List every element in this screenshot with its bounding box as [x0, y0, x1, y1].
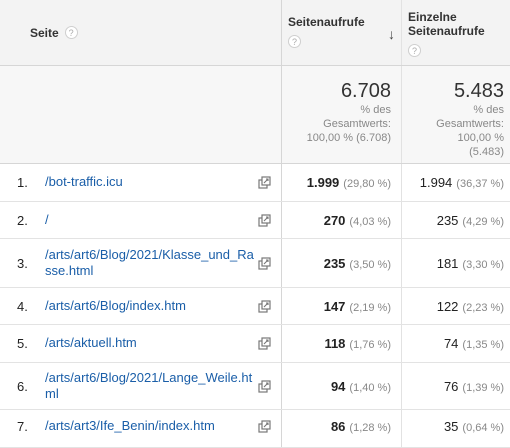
pageviews-value: 235	[324, 256, 346, 271]
totals-row: 6.708 % des Gesamtwerts: 100,00 % (6.708…	[0, 66, 510, 164]
unique-value: 74	[444, 336, 458, 351]
unique-cell: 1.994(36,37 %)	[402, 164, 510, 202]
pageviews-pct: (4,03 %)	[349, 216, 391, 228]
pageviews-cell: 235(3,50 %)	[282, 239, 402, 288]
total-unique-value: 5.483	[402, 80, 504, 102]
open-in-new-window-icon[interactable]	[258, 257, 271, 270]
help-icon[interactable]: ?	[408, 44, 421, 57]
column-header-page[interactable]: Seite ?	[0, 0, 282, 66]
total-pageviews-pct-line3: 100,00 % (6.708)	[282, 132, 391, 144]
page-cell: 3. /arts/art6/Blog/2021/Klasse_und_Rasse…	[0, 239, 282, 288]
total-pageviews-value: 6.708	[282, 80, 391, 102]
total-unique-pct-line4: (5.483)	[402, 146, 504, 158]
table-header: Seite ? Seitenaufrufe ? ↓ Einzelne Seite…	[0, 0, 510, 66]
column-header-unique-pageviews[interactable]: Einzelne Seitenaufrufe ?	[402, 0, 510, 66]
unique-value: 76	[444, 379, 458, 394]
open-in-new-window-icon[interactable]	[258, 176, 271, 189]
pageviews-pct: (2,19 %)	[349, 302, 391, 314]
table-row: 3. /arts/art6/Blog/2021/Klasse_und_Rasse…	[0, 239, 510, 288]
pageviews-pct: (29,80 %)	[343, 178, 391, 190]
column-header-page-label: Seite	[30, 26, 59, 40]
pageviews-value: 86	[331, 419, 345, 434]
table-row: 4. /arts/art6/Blog/index.htm 147(2,19 %)…	[0, 288, 510, 325]
unique-pct: (36,37 %)	[456, 178, 504, 190]
pageviews-value: 147	[324, 299, 346, 314]
row-number: 2.	[17, 213, 28, 228]
unique-pct: (1,39 %)	[462, 382, 504, 394]
row-number: 5.	[17, 336, 28, 351]
pageviews-cell: 118 (1,76 %)	[282, 325, 402, 363]
row-number: 3.	[17, 256, 28, 271]
total-pageviews-pct-line2: Gesamtwerts:	[282, 118, 391, 130]
help-icon[interactable]: ?	[288, 35, 301, 48]
total-pageviews-pct-line1: % des	[282, 104, 391, 116]
pageviews-pct: (1,76 %)	[349, 339, 391, 351]
column-header-unique-label-line2: Seitenaufrufe	[408, 24, 508, 38]
unique-cell: 181(3,30 %)	[402, 239, 510, 288]
table-row: 1. /bot-traffic.icu 1.999(29,80 %) 1.994…	[0, 164, 510, 202]
page-cell: 6. /arts/art6/Blog/2021/Lange_Weile.html	[0, 363, 282, 410]
unique-cell: 74 (1,35 %)	[402, 325, 510, 363]
unique-cell: 122(2,23 %)	[402, 288, 510, 325]
table-row: 6. /arts/art6/Blog/2021/Lange_Weile.html…	[0, 363, 510, 410]
row-number: 6.	[17, 379, 28, 394]
pageviews-pct: (3,50 %)	[349, 259, 391, 271]
column-header-unique-label-line1: Einzelne	[408, 10, 508, 24]
open-in-new-window-icon[interactable]	[258, 214, 271, 227]
page-link[interactable]: /arts/art6/Blog/index.htm	[45, 298, 257, 314]
pageviews-value: 270	[324, 213, 346, 228]
page-link[interactable]: /bot-traffic.icu	[45, 174, 257, 190]
unique-value: 122	[437, 299, 459, 314]
row-number: 1.	[17, 175, 28, 190]
unique-pct: (3,30 %)	[462, 259, 504, 271]
pageviews-cell: 270(4,03 %)	[282, 202, 402, 239]
totals-pageviews: 6.708 % des Gesamtwerts: 100,00 % (6.708…	[282, 66, 402, 164]
pageviews-value: 1.999	[307, 175, 340, 190]
row-number: 7.	[17, 419, 28, 434]
open-in-new-window-icon[interactable]	[258, 380, 271, 393]
pageviews-cell: 147(2,19 %)	[282, 288, 402, 325]
page-cell: 1. /bot-traffic.icu	[0, 164, 282, 202]
unique-pct: (2,23 %)	[462, 302, 504, 314]
pageviews-value: 118	[324, 336, 345, 351]
page-cell: 2. /	[0, 202, 282, 239]
total-unique-pct-line2: Gesamtwerts:	[402, 118, 504, 130]
page-cell: 5. /arts/aktuell.htm	[0, 325, 282, 363]
open-in-new-window-icon[interactable]	[258, 300, 271, 313]
page-link[interactable]: /arts/art6/Blog/2021/Lange_Weile.html	[45, 370, 257, 402]
pageviews-pct: (1,28 %)	[349, 422, 391, 434]
unique-value: 181	[437, 256, 459, 271]
pageviews-pct: (1,40 %)	[349, 382, 391, 394]
unique-value: 1.994	[420, 175, 453, 190]
unique-pct: (1,35 %)	[462, 339, 504, 351]
totals-unique: 5.483 % des Gesamtwerts: 100,00 % (5.483…	[402, 66, 510, 164]
unique-cell: 76 (1,39 %)	[402, 363, 510, 410]
help-icon[interactable]: ?	[65, 26, 78, 39]
unique-pct: (0,64 %)	[462, 422, 504, 434]
sort-descending-icon[interactable]: ↓	[388, 27, 395, 41]
total-unique-pct-line1: % des	[402, 104, 504, 116]
unique-value: 35	[444, 419, 458, 434]
pageviews-value: 94	[331, 379, 345, 394]
column-header-pageviews-label: Seitenaufrufe	[288, 15, 395, 29]
page-link[interactable]: /arts/art6/Blog/2021/Klasse_und_Rasse.ht…	[45, 247, 257, 279]
unique-value: 235	[437, 213, 459, 228]
pageviews-cell: 94 (1,40 %)	[282, 363, 402, 410]
unique-cell: 235(4,29 %)	[402, 202, 510, 239]
page-cell: 4. /arts/art6/Blog/index.htm	[0, 288, 282, 325]
total-unique-pct-line3: 100,00 %	[402, 132, 504, 144]
open-in-new-window-icon[interactable]	[258, 337, 271, 350]
open-in-new-window-icon[interactable]	[258, 420, 271, 433]
page-link[interactable]: /arts/art3/Ife_Benin/index.htm	[45, 418, 257, 434]
table-row: 5. /arts/aktuell.htm 118 (1,76 %) 74 (1,35…	[0, 325, 510, 363]
totals-blank-cell	[0, 66, 282, 164]
pageviews-cell: 1.999(29,80 %)	[282, 164, 402, 202]
page-link[interactable]: /	[45, 212, 257, 228]
column-header-pageviews[interactable]: Seitenaufrufe ? ↓	[282, 0, 402, 66]
unique-pct: (4,29 %)	[462, 216, 504, 228]
page-link[interactable]: /arts/aktuell.htm	[45, 335, 257, 351]
row-number: 4.	[17, 299, 28, 314]
table-row: 2. / 270(4,03 %) 235(4,29 %)	[0, 202, 510, 239]
